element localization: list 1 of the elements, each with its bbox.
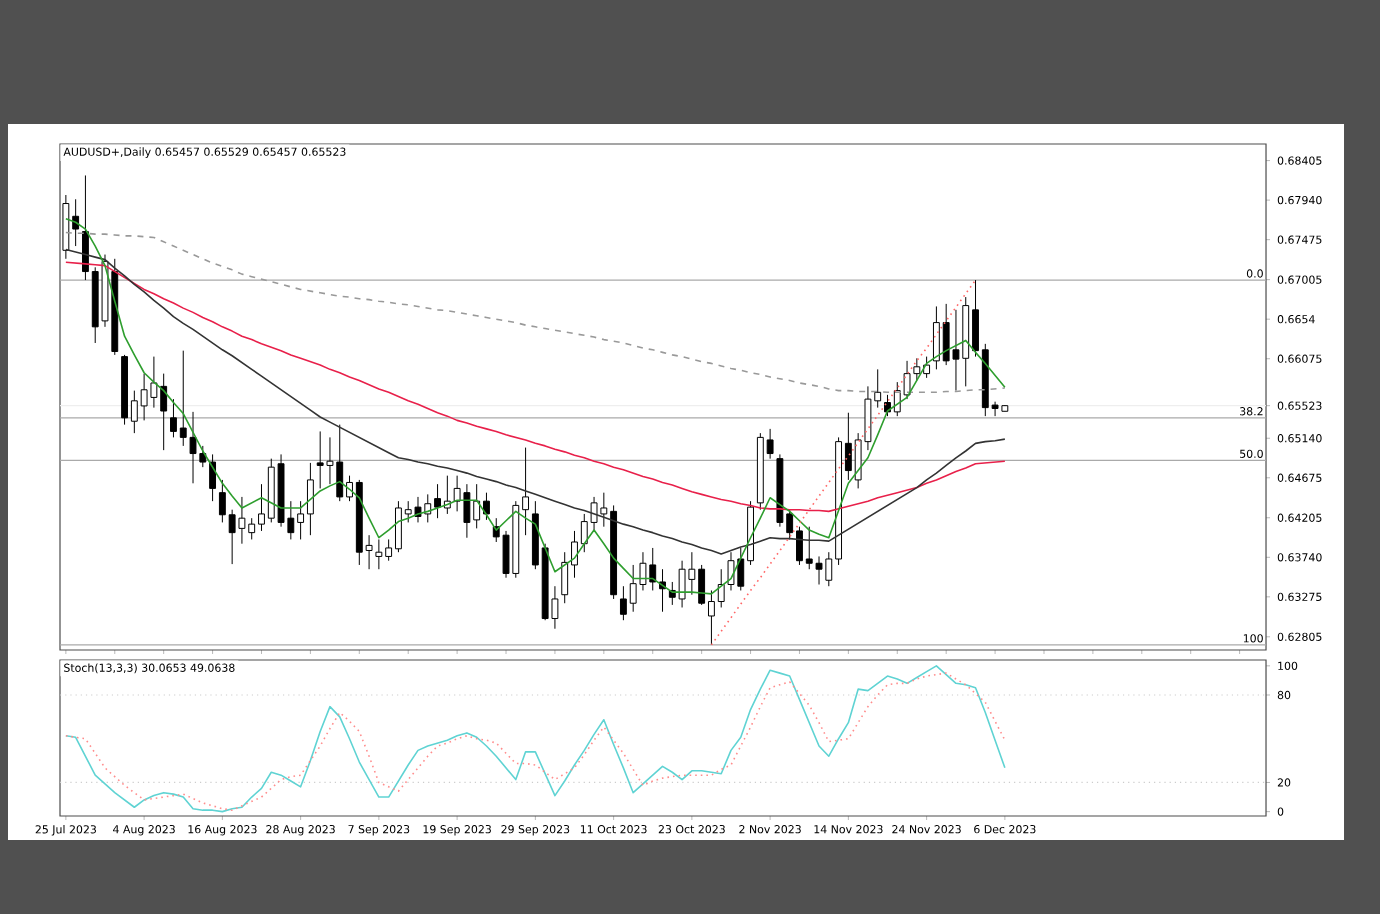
candlestick <box>209 453 217 502</box>
